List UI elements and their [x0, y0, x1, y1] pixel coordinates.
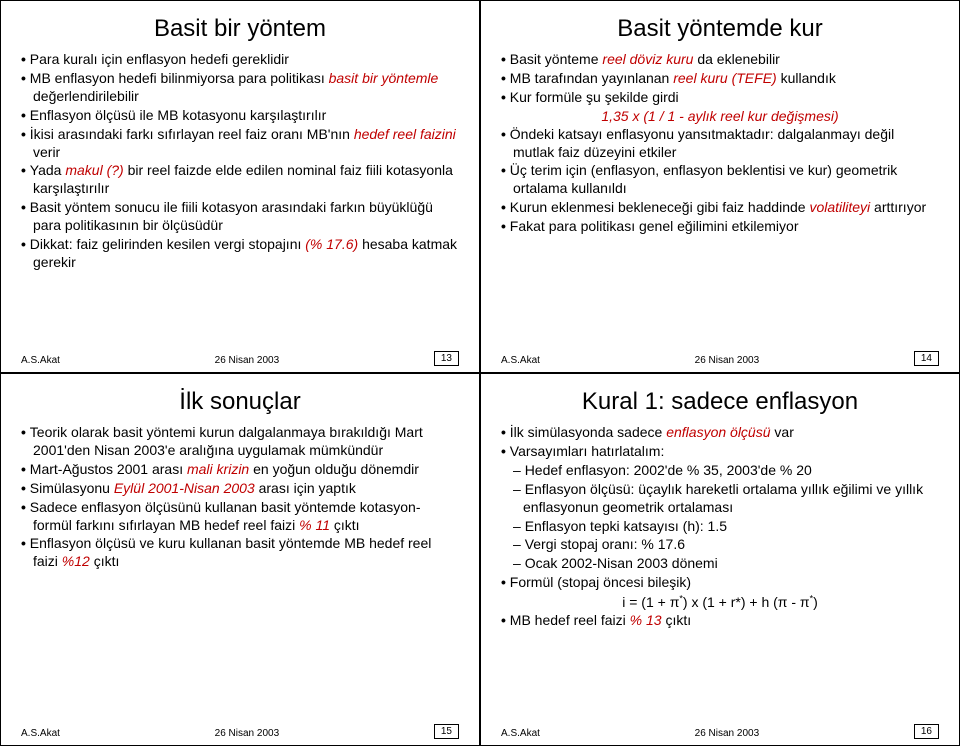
list-item: Mart-Ağustos 2001 arası mali krizin en y…: [21, 461, 459, 479]
page-number: 16: [914, 724, 939, 739]
list-item: Para kuralı için enflasyon hedefi gerekl…: [21, 51, 459, 69]
list-item: MB enflasyon hedefi bilinmiyorsa para po…: [21, 70, 459, 106]
list-item: Ocak 2002-Nisan 2003 dönemi: [501, 555, 939, 573]
slide-footer: A.S.Akat 26 Nisan 2003 15: [21, 724, 459, 739]
list-item: Dikkat: faiz gelirinden kesilen vergi st…: [21, 236, 459, 272]
list-item: Basit yönteme reel döviz kuru da ekleneb…: [501, 51, 939, 69]
list-item: i = (1 + π*) x (1 + r*) + h (π - π*): [501, 593, 939, 612]
list-item: İkisi arasındaki farkı sıfırlayan reel f…: [21, 126, 459, 162]
bullet-list: Para kuralı için enflasyon hedefi gerekl…: [21, 51, 459, 272]
list-item: Yada makul (?) bir reel faizde elde edil…: [21, 162, 459, 198]
page-number: 14: [914, 351, 939, 366]
slide-footer: A.S.Akat 26 Nisan 2003 14: [501, 351, 939, 366]
slide-title: İlk sonuçlar: [21, 388, 459, 416]
bullet-list: Teorik olarak basit yöntemi kurun dalgal…: [21, 424, 459, 571]
list-item: Enflasyon ölçüsü ile MB kotasyonu karşıl…: [21, 107, 459, 125]
slide-title: Basit bir yöntem: [21, 15, 459, 43]
list-item: Vergi stopaj oranı: % 17.6: [501, 536, 939, 554]
slide-16: Kural 1: sadece enflasyon İlk simülasyon…: [480, 373, 960, 746]
list-item: Teorik olarak basit yöntemi kurun dalgal…: [21, 424, 459, 460]
slide-13: Basit bir yöntem Para kuralı için enflas…: [0, 0, 480, 373]
slide-14: Basit yöntemde kur Basit yönteme reel dö…: [480, 0, 960, 373]
slide-footer: A.S.Akat 26 Nisan 2003 13: [21, 351, 459, 366]
slide-footer: A.S.Akat 26 Nisan 2003 16: [501, 724, 939, 739]
list-item: Hedef enflasyon: 2002'de % 35, 2003'de %…: [501, 462, 939, 480]
list-item: Formül (stopaj öncesi bileşik): [501, 574, 939, 592]
list-item: Simülasyonu Eylül 2001-Nisan 2003 arası …: [21, 480, 459, 498]
page-number: 13: [434, 351, 459, 366]
footer-author: A.S.Akat: [21, 728, 60, 739]
list-item: Basit yöntem sonucu ile fiili kotasyon a…: [21, 199, 459, 235]
slide-content: Teorik olarak basit yöntemi kurun dalgal…: [21, 424, 459, 720]
list-item: MB hedef reel faizi % 13 çıktı: [501, 612, 939, 630]
slide-title: Basit yöntemde kur: [501, 15, 939, 43]
list-item: Sadece enflasyon ölçüsünü kullanan basit…: [21, 499, 459, 535]
footer-author: A.S.Akat: [21, 355, 60, 366]
footer-date: 26 Nisan 2003: [60, 355, 434, 366]
slide-15: İlk sonuçlar Teorik olarak basit yöntemi…: [0, 373, 480, 746]
bullet-list: İlk simülasyonda sadece enflasyon ölçüsü…: [501, 424, 939, 630]
footer-author: A.S.Akat: [501, 355, 540, 366]
list-item: Fakat para politikası genel eğilimini et…: [501, 218, 939, 236]
footer-date: 26 Nisan 2003: [540, 355, 914, 366]
list-item: Varsayımları hatırlatalım:: [501, 443, 939, 461]
list-item: 1,35 x (1 / 1 - aylık reel kur değişmesi…: [501, 108, 939, 126]
list-item: MB tarafından yayınlanan reel kuru (TEFE…: [501, 70, 939, 88]
slide-content: Para kuralı için enflasyon hedefi gerekl…: [21, 51, 459, 347]
list-item: Enflasyon ölçüsü ve kuru kullanan basit …: [21, 535, 459, 571]
list-item: İlk simülasyonda sadece enflasyon ölçüsü…: [501, 424, 939, 442]
bullet-list: Basit yönteme reel döviz kuru da ekleneb…: [501, 51, 939, 236]
list-item: Öndeki katsayı enflasyonu yansıtmaktadır…: [501, 126, 939, 162]
list-item: Enflasyon ölçüsü: üçaylık hareketli orta…: [501, 481, 939, 517]
footer-date: 26 Nisan 2003: [540, 728, 914, 739]
page-number: 15: [434, 724, 459, 739]
footer-date: 26 Nisan 2003: [60, 728, 434, 739]
list-item: Enflasyon tepki katsayısı (h): 1.5: [501, 518, 939, 536]
slide-content: İlk simülasyonda sadece enflasyon ölçüsü…: [501, 424, 939, 720]
list-item: Üç terim için (enflasyon, enflasyon bekl…: [501, 162, 939, 198]
slide-title: Kural 1: sadece enflasyon: [501, 388, 939, 416]
list-item: Kurun eklenmesi bekleneceği gibi faiz ha…: [501, 199, 939, 217]
footer-author: A.S.Akat: [501, 728, 540, 739]
list-item: Kur formüle şu şekilde girdi: [501, 89, 939, 107]
slide-content: Basit yönteme reel döviz kuru da ekleneb…: [501, 51, 939, 347]
